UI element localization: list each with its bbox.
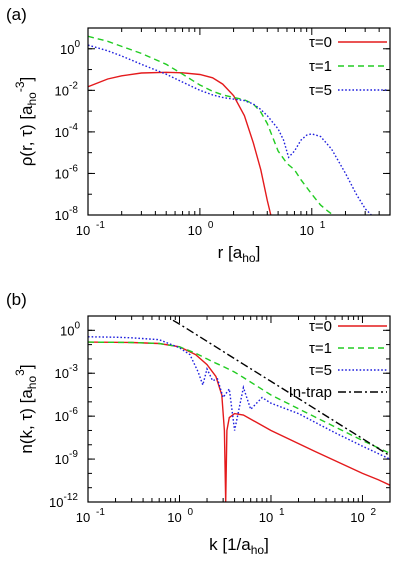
y-tick-exponent: -2 — [69, 80, 78, 91]
legend-label: τ=0 — [309, 34, 332, 51]
legend-label: τ=1 — [309, 58, 332, 75]
x-axis-label: k [1/aho] — [209, 535, 269, 557]
series-line-1 — [88, 35, 334, 215]
x-tick-label: 10 — [259, 510, 273, 525]
panel-label: (a) — [6, 5, 27, 24]
legend-label: τ=5 — [309, 82, 332, 99]
x-tick-label: 10 — [76, 510, 90, 525]
y-tick-label: 10 — [60, 323, 74, 338]
series-line-2 — [88, 336, 390, 460]
series-group — [88, 319, 390, 502]
y-tick-label: 10 — [60, 42, 74, 57]
y-tick-label: 10 — [55, 452, 69, 467]
series-line-2 — [88, 44, 372, 215]
panel-label: (b) — [6, 290, 27, 309]
legend-label: τ=0 — [309, 318, 332, 335]
legend-label: τ=5 — [309, 362, 332, 379]
y-tick-exponent: -3 — [69, 363, 78, 374]
y-tick-label: 10 — [55, 409, 69, 424]
panel-a: (a)10 -1 10 0 10 110 010 -210 -410 -610 -8τ=0τ=1τ=… — [6, 5, 391, 265]
x-tick-exponent: 1 — [279, 507, 285, 518]
y-tick-exponent: -8 — [69, 205, 78, 216]
x-tick-exponent: -1 — [96, 507, 105, 518]
x-tick-exponent: 2 — [370, 507, 376, 518]
panel-b: (b)10 -1 10 0 10 1 10 210 010 -310 -610 -910 -12τ=0τ… — [6, 290, 391, 557]
x-axis-label: r [aho] — [218, 243, 261, 265]
x-tick-exponent: 1 — [320, 220, 326, 231]
series-line-0 — [88, 341, 390, 502]
x-tick-label: 10 — [76, 223, 90, 238]
plot-frame — [87, 315, 391, 503]
y-tick-label: 10 — [55, 208, 69, 223]
x-tick-exponent: -1 — [96, 220, 105, 231]
x-tick-label: 10 — [350, 510, 364, 525]
x-tick-exponent: 0 — [187, 507, 193, 518]
legend-label: In-trap — [289, 384, 332, 401]
x-tick-label: 10 — [167, 510, 181, 525]
y-tick-label: 10 — [55, 366, 69, 381]
y-tick-label: 10 — [55, 166, 69, 181]
x-tick-label: 10 — [300, 223, 314, 238]
y-axis-label: n(k, τ) [aho3] — [13, 364, 39, 453]
series-group — [88, 35, 372, 215]
y-tick-label: 10 — [55, 125, 69, 140]
y-tick-exponent: -4 — [69, 122, 78, 133]
legend-label: τ=1 — [309, 340, 332, 357]
series-line-3 — [172, 319, 390, 457]
y-tick-label: 10 — [55, 83, 69, 98]
y-axis-label: ρ(r, τ) [aho-3] — [13, 77, 39, 167]
x-tick-exponent: 0 — [208, 220, 214, 231]
y-tick-exponent: -9 — [69, 449, 78, 460]
y-tick-exponent: 0 — [75, 320, 81, 331]
y-tick-exponent: 0 — [75, 39, 81, 50]
y-tick-label: 10 — [49, 495, 63, 510]
plot-frame — [87, 27, 391, 216]
series-line-0 — [88, 71, 272, 215]
minor-ticks — [87, 27, 391, 216]
y-tick-exponent: -6 — [69, 163, 78, 174]
y-tick-exponent: -6 — [69, 406, 78, 417]
x-tick-label: 10 — [188, 223, 202, 238]
y-tick-exponent: -12 — [64, 492, 79, 503]
series-line-1 — [88, 341, 390, 455]
